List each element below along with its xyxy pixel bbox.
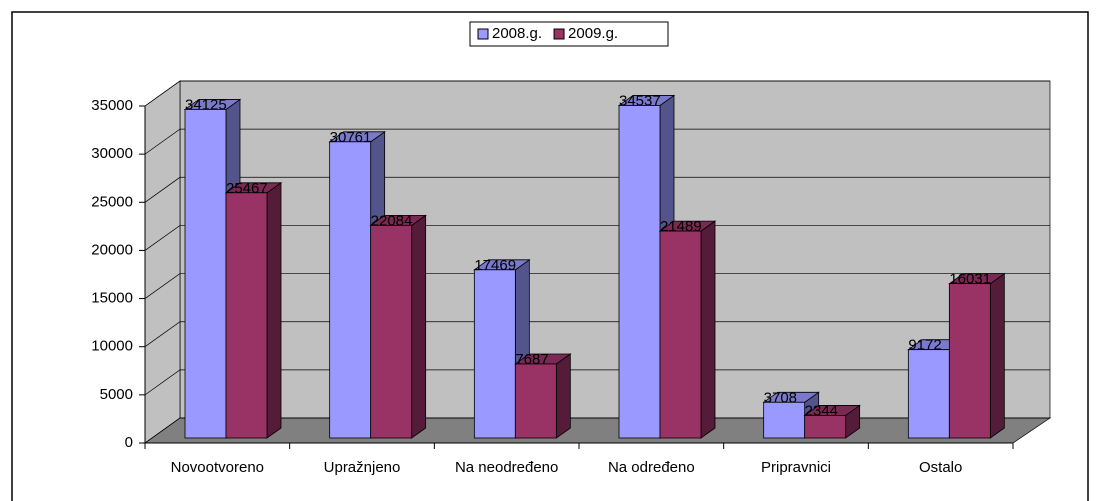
x-tick-label: Na neodređeno bbox=[455, 459, 558, 476]
y-tick-label: 15000 bbox=[91, 290, 133, 307]
data-label: 34537 bbox=[619, 92, 661, 109]
x-tick-label: Na određeno bbox=[608, 459, 695, 476]
y-tick-label: 35000 bbox=[91, 97, 133, 114]
bar bbox=[184, 109, 227, 439]
data-label: 30761 bbox=[330, 129, 372, 146]
y-tick-label: 10000 bbox=[91, 338, 133, 355]
bar-side bbox=[555, 353, 571, 439]
data-label: 22084 bbox=[371, 212, 413, 229]
grid-line bbox=[144, 176, 1050, 203]
data-label: 7687 bbox=[515, 351, 548, 368]
data-label: 17469 bbox=[474, 257, 516, 274]
bar bbox=[225, 192, 268, 439]
bar bbox=[804, 415, 847, 439]
bar bbox=[329, 141, 372, 439]
y-tick-label: 0 bbox=[125, 434, 133, 451]
bar-side bbox=[266, 182, 282, 439]
data-label: 16031 bbox=[949, 271, 991, 288]
data-label: 34125 bbox=[185, 96, 227, 113]
bar bbox=[370, 224, 413, 439]
data-label: 9172 bbox=[908, 337, 941, 354]
data-label: 25467 bbox=[226, 180, 268, 197]
data-label: 21489 bbox=[660, 218, 702, 235]
bar-side bbox=[989, 272, 1005, 439]
y-tick-label: 25000 bbox=[91, 193, 133, 210]
bar bbox=[659, 230, 702, 439]
legend-label: 2009.g. bbox=[568, 25, 618, 42]
grid-line bbox=[144, 225, 1050, 251]
x-tick-label: Novootvoreno bbox=[171, 459, 264, 476]
legend: 2008.g. 2009.g. bbox=[469, 21, 669, 47]
y-tick-label: 20000 bbox=[91, 241, 133, 258]
legend-swatch bbox=[477, 28, 489, 40]
grid-line bbox=[144, 369, 1050, 396]
y-tick-label: 30000 bbox=[91, 145, 133, 162]
bar bbox=[907, 349, 950, 439]
grid-line bbox=[144, 80, 1050, 107]
grid-line bbox=[144, 273, 1050, 299]
data-label: 3708 bbox=[764, 389, 797, 406]
bar-side bbox=[411, 214, 427, 439]
grid-line bbox=[144, 128, 1050, 155]
bar bbox=[514, 363, 557, 439]
legend-box bbox=[469, 21, 669, 47]
grid-line bbox=[144, 321, 1050, 347]
side-wall bbox=[144, 80, 181, 444]
legend-label: 2008.g. bbox=[492, 25, 542, 42]
bar-side bbox=[700, 220, 716, 439]
data-label: 2344 bbox=[805, 402, 838, 419]
x-tick-label: Ostalo bbox=[919, 459, 962, 476]
x-tick-label: Pripravnici bbox=[761, 459, 831, 476]
bar bbox=[618, 105, 661, 439]
grid-line bbox=[144, 417, 1050, 444]
legend-swatch bbox=[553, 28, 565, 40]
bar bbox=[948, 283, 991, 439]
x-tick-label: Upražnjeno bbox=[324, 459, 401, 476]
bar bbox=[473, 269, 516, 439]
bar bbox=[763, 401, 806, 439]
y-tick-label: 5000 bbox=[100, 386, 133, 403]
